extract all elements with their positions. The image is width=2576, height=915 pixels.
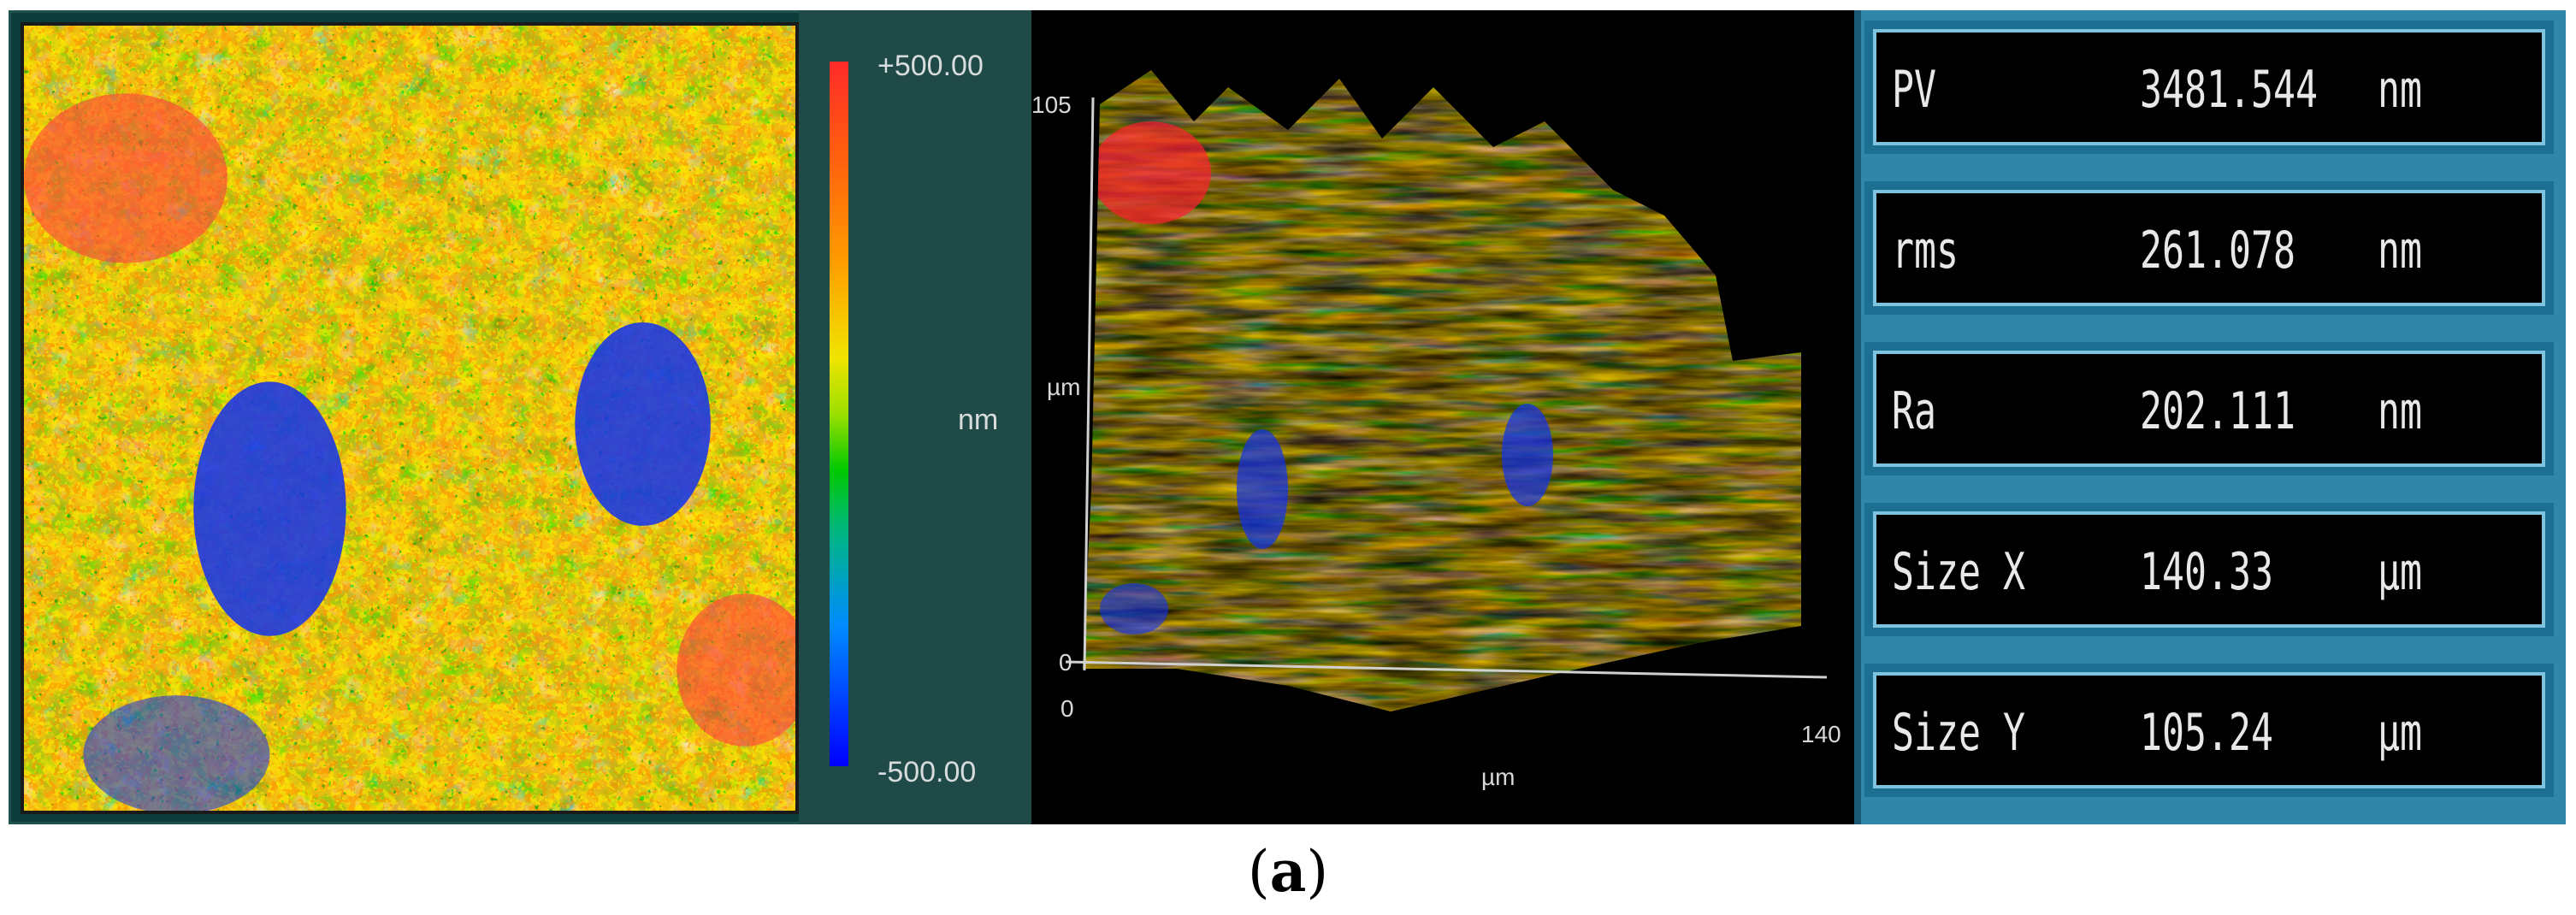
z-axis-unit-label: µm <box>1047 374 1080 400</box>
x-axis-unit-label: µm <box>1481 764 1515 790</box>
z-axis-top-tick: 105 <box>1031 92 1072 118</box>
stat-unit: nm <box>2378 381 2423 441</box>
colorbar-min-label: -500.00 <box>877 756 977 788</box>
x-axis-start-tick: 0 <box>1061 695 1074 722</box>
surface-height-map-2d <box>21 22 799 814</box>
stat-name: rms <box>1892 221 1959 280</box>
x-axis-line <box>1065 660 1828 679</box>
stat-value: 202.111 <box>2140 381 2296 441</box>
stat-row-size-x: Size X 140.33 µm <box>1873 511 2545 628</box>
stat-row-rms: rms 261.078 nm <box>1873 190 2545 306</box>
stat-name: Size X <box>1892 542 2026 602</box>
stat-name: Size Y <box>1892 703 2026 763</box>
roughness-stats-panel: PV 3481.544 nm rms 261.078 nm Ra 202.111… <box>1854 10 2566 824</box>
stat-name: PV <box>1892 60 1937 120</box>
z-axis-bottom-tick: 0 <box>1059 649 1072 676</box>
color-scale-panel: +500.00 nm -500.00 <box>799 10 1031 824</box>
stat-row-pv: PV 3481.544 nm <box>1873 29 2545 145</box>
stat-row-size-y: Size Y 105.24 µm <box>1873 672 2545 788</box>
colorbar-max-label: +500.00 <box>877 50 984 82</box>
caption-letter: a <box>1269 838 1307 905</box>
stat-unit: nm <box>2378 221 2423 280</box>
stat-value: 261.078 <box>2140 221 2296 280</box>
stat-value: 140.33 <box>2140 542 2274 602</box>
colorbar-unit-label: nm <box>958 404 999 436</box>
stat-value: 105.24 <box>2140 703 2274 763</box>
stat-value: 3481.544 <box>2140 60 2319 120</box>
stat-name: Ra <box>1892 381 1937 441</box>
stat-unit: nm <box>2378 60 2423 120</box>
caption-open: ( <box>1247 839 1270 905</box>
x-axis-end-tick: 140 <box>1801 721 1841 747</box>
surface-3d-view: 105 0 µm 0 140 µm <box>1031 10 1854 824</box>
caption-close: ) <box>1306 839 1329 905</box>
z-axis-line <box>1083 97 1095 671</box>
stat-unit: µm <box>2378 703 2423 763</box>
stat-row-ra: Ra 202.111 nm <box>1873 351 2545 467</box>
surface-3d-mesh <box>1083 70 1801 711</box>
stat-unit: µm <box>2378 542 2423 602</box>
height-colorbar <box>830 62 848 766</box>
figure-caption: (a) <box>0 838 2576 905</box>
